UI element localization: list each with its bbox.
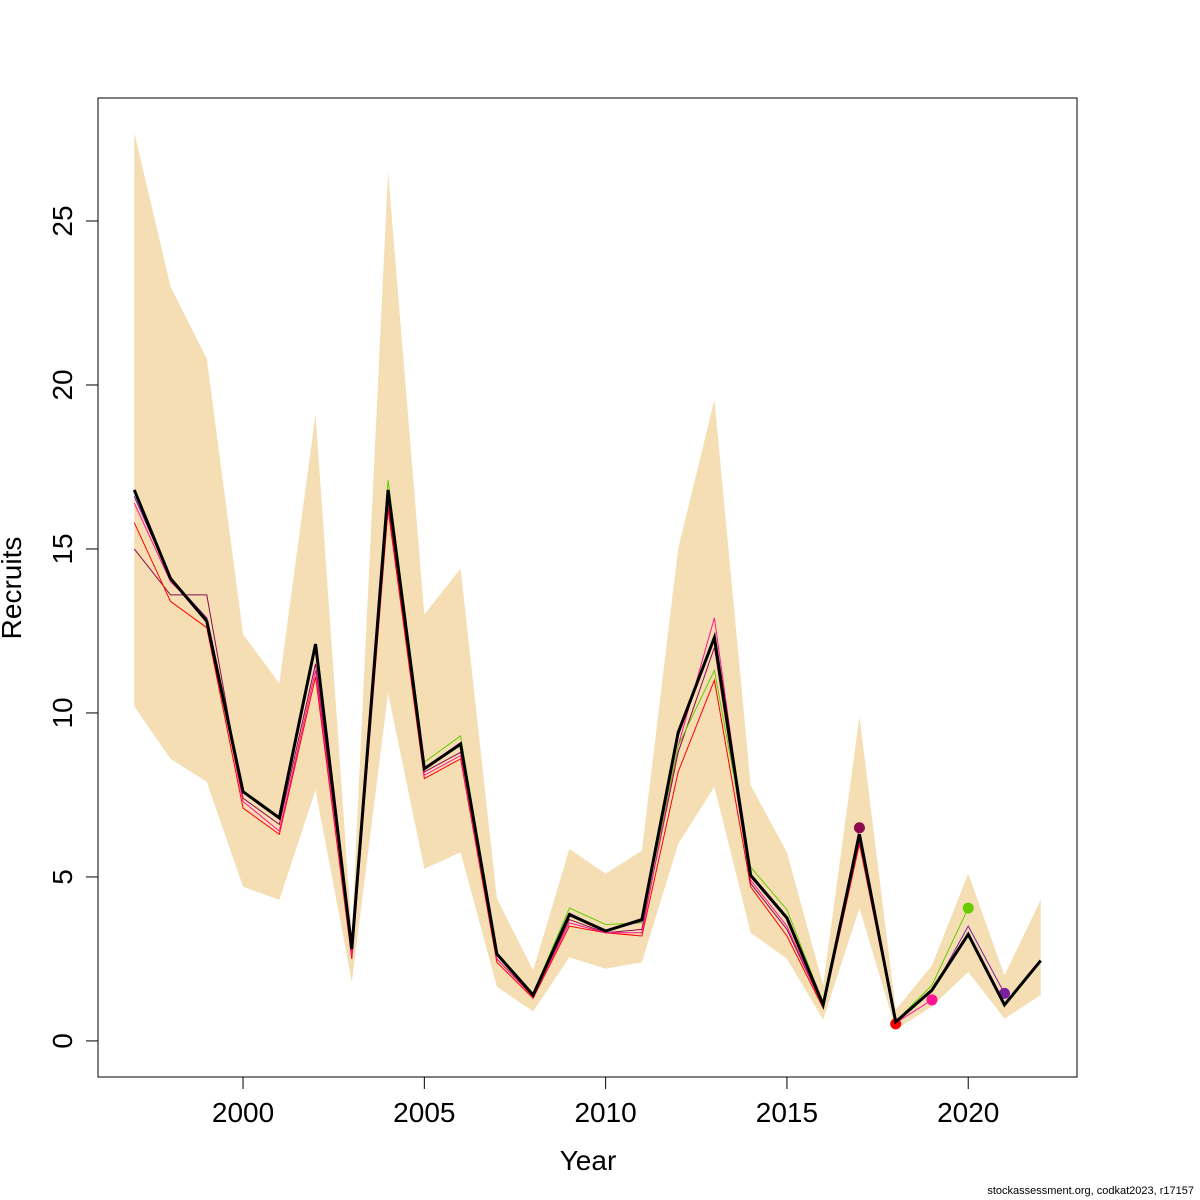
retro-end-point xyxy=(998,987,1010,999)
y-tick-label: 25 xyxy=(47,205,78,236)
y-tick-label: 10 xyxy=(47,697,78,728)
confidence-band xyxy=(134,132,1041,1030)
y-axis-label: Recruits xyxy=(0,537,27,640)
x-tick-label: 2020 xyxy=(937,1097,999,1128)
x-axis-label: Year xyxy=(560,1145,617,1176)
retro-end-point xyxy=(962,902,974,914)
x-tick-label: 2010 xyxy=(574,1097,636,1128)
retro-end-point xyxy=(853,822,865,834)
footer: stockassessment.org, codkat2023, r17157 xyxy=(987,1185,1194,1197)
estimate-line xyxy=(132,489,1042,1025)
y-tick-label: 15 xyxy=(47,533,78,564)
y-tick-label: 5 xyxy=(47,869,78,885)
x-tick-label: 2000 xyxy=(212,1097,274,1128)
x-tick-label: 2005 xyxy=(393,1097,455,1128)
x-tick-label: 2015 xyxy=(756,1097,818,1128)
retro-end-point xyxy=(926,994,938,1006)
retro-line xyxy=(133,509,897,1024)
y-tick-label: 20 xyxy=(47,369,78,400)
y-tick-label: 0 xyxy=(47,1033,78,1049)
